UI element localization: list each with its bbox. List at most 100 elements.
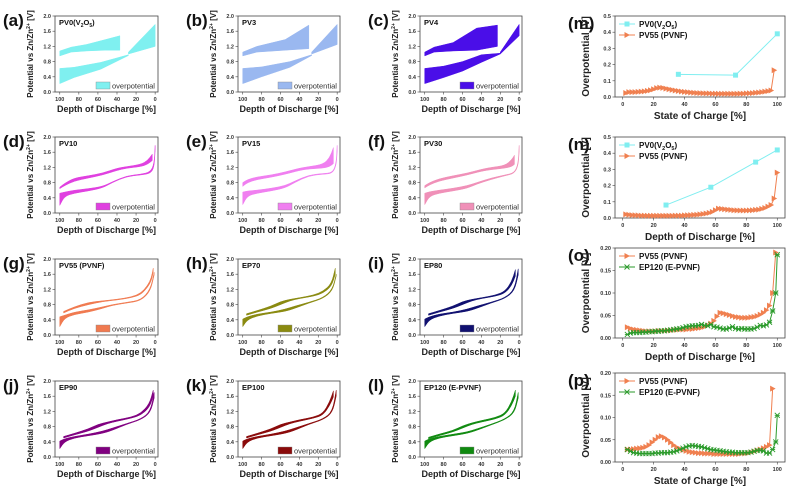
y-tick-label: 0.8 bbox=[226, 425, 234, 431]
panel-h: (h) 100 80 60 40 20 0 0.0 0.4 0.8 1.2 1.6 2.0 Depth o… bbox=[186, 253, 341, 357]
data-point bbox=[706, 90, 713, 97]
y-tick-label: 2.0 bbox=[226, 135, 234, 141]
x-tick-label: 60 bbox=[459, 340, 465, 346]
panel-title: PV0(V2O5) bbox=[59, 18, 95, 29]
y-tick-label: 0.0 bbox=[408, 455, 416, 461]
data-point bbox=[638, 88, 645, 95]
y-tick-label: 0.0 bbox=[43, 211, 51, 217]
x-tick-label: 0 bbox=[336, 218, 339, 224]
data-point bbox=[635, 212, 642, 219]
x-tick-label: 0 bbox=[154, 218, 157, 224]
x-tick-label: 0 bbox=[518, 340, 521, 346]
y-tick-label: 0.3 bbox=[603, 167, 611, 173]
x-tick-label: 20 bbox=[133, 462, 139, 468]
charge-overpotential-band bbox=[242, 147, 334, 187]
legend-marker bbox=[624, 21, 630, 27]
x-axis-label: Depth of Discharge [%] bbox=[57, 225, 156, 235]
legend-swatch bbox=[459, 446, 475, 455]
data-point bbox=[717, 309, 724, 316]
data-point bbox=[750, 207, 756, 214]
legend-marker bbox=[624, 253, 630, 259]
y-tick-label: 1.6 bbox=[408, 150, 416, 156]
x-tick-label: 20 bbox=[315, 462, 321, 468]
y-tick-label: 0.05 bbox=[600, 438, 611, 444]
data-point bbox=[760, 309, 767, 316]
data-point bbox=[695, 450, 702, 457]
y-tick-label: 1.6 bbox=[226, 394, 234, 400]
y-tick-label: 0.4 bbox=[408, 318, 417, 324]
data-point bbox=[632, 212, 639, 219]
data-point bbox=[756, 89, 762, 96]
panel-label: (l) bbox=[368, 376, 384, 395]
panel-label: (g) bbox=[3, 254, 25, 273]
data-point bbox=[742, 314, 748, 321]
y-tick-label: 0.8 bbox=[408, 303, 416, 309]
y-axis-label: Potential vs Zn/Zn2+ [V] bbox=[26, 131, 35, 219]
data-point bbox=[699, 450, 705, 457]
data-point bbox=[624, 324, 631, 331]
x-tick-label: 0 bbox=[518, 462, 521, 468]
y-tick-label: 0.4 bbox=[226, 318, 235, 324]
y-tick-label: 1.6 bbox=[43, 272, 51, 278]
x-axis-label: Depth of Discharge [%] bbox=[57, 104, 156, 114]
data-point bbox=[638, 212, 645, 219]
x-axis-label: Depth of Discharge [%] bbox=[239, 469, 338, 479]
x-tick-label: 100 bbox=[773, 102, 782, 108]
data-point bbox=[709, 208, 716, 215]
charge-overpotential-band bbox=[59, 153, 153, 190]
data-point bbox=[740, 207, 747, 214]
data-point bbox=[623, 211, 629, 218]
data-point bbox=[644, 212, 651, 219]
x-tick-label: 100 bbox=[420, 462, 429, 468]
x-tick-label: 60 bbox=[277, 218, 283, 224]
data-point bbox=[765, 203, 771, 210]
x-tick-label: 80 bbox=[76, 462, 82, 468]
y-tick-label: 0.05 bbox=[600, 314, 611, 320]
legend-label: overpotential bbox=[112, 447, 155, 456]
data-point bbox=[734, 207, 741, 214]
discharge-overpotential-band bbox=[59, 54, 129, 85]
x-tick-label: 20 bbox=[651, 467, 657, 473]
data-point bbox=[716, 90, 722, 97]
x-tick-label: 20 bbox=[133, 340, 139, 346]
data-point bbox=[663, 85, 669, 92]
panel-label: (a) bbox=[3, 11, 24, 30]
panel-e: (e) 100 80 60 40 20 0 0.0 0.4 0.8 1.2 1.6 2.0 Depth o… bbox=[186, 131, 341, 235]
panel-m: (m) 0 20 40 60 80 100 0.0 0.1 0.2 0.3 0.4 0.5 State o… bbox=[568, 14, 786, 122]
data-point bbox=[675, 88, 682, 95]
y-tick-label: 0.8 bbox=[226, 181, 234, 187]
y-tick-label: 1.2 bbox=[43, 44, 51, 50]
panel-a: (a) 100 80 60 40 20 0 0.0 0.4 0.8 1.2 1.6 2.0 Depth o… bbox=[3, 10, 159, 114]
plot-frame bbox=[614, 136, 786, 219]
series-pv0-v2o5- bbox=[675, 31, 780, 78]
data-point bbox=[675, 71, 681, 77]
discharge-overpotential-band bbox=[424, 268, 519, 328]
x-axis-label: Depth of Discharge [%] bbox=[421, 469, 520, 479]
data-point bbox=[689, 449, 696, 456]
y-tick-label: 0.20 bbox=[600, 371, 611, 377]
data-point bbox=[682, 88, 688, 95]
data-point bbox=[627, 325, 634, 332]
x-axis-label: Depth of Discharge [%] bbox=[239, 104, 338, 114]
data-point bbox=[707, 321, 714, 328]
x-tick-label: 100 bbox=[420, 97, 429, 103]
data-point bbox=[766, 319, 773, 326]
data-point bbox=[726, 312, 733, 319]
data-point bbox=[769, 446, 776, 453]
data-point bbox=[671, 442, 677, 449]
data-point bbox=[731, 90, 737, 97]
data-point bbox=[712, 207, 719, 214]
y-tick-label: 0.8 bbox=[43, 60, 51, 66]
y-tick-label: 1.2 bbox=[43, 165, 51, 171]
data-point bbox=[716, 205, 722, 212]
discharge-overpotential-band bbox=[59, 145, 156, 206]
y-tick-label: 1.2 bbox=[43, 409, 51, 415]
y-axis-label: Overpotential [V] bbox=[581, 377, 592, 458]
y-axis-label: Potential vs Zn/Zn2+ [V] bbox=[26, 375, 35, 463]
data-point bbox=[719, 90, 725, 97]
y-tick-label: 0.8 bbox=[43, 181, 51, 187]
legend-label: overpotential bbox=[112, 82, 155, 91]
x-tick-label: 60 bbox=[95, 340, 101, 346]
x-tick-label: 60 bbox=[712, 223, 718, 229]
data-point bbox=[712, 90, 719, 97]
